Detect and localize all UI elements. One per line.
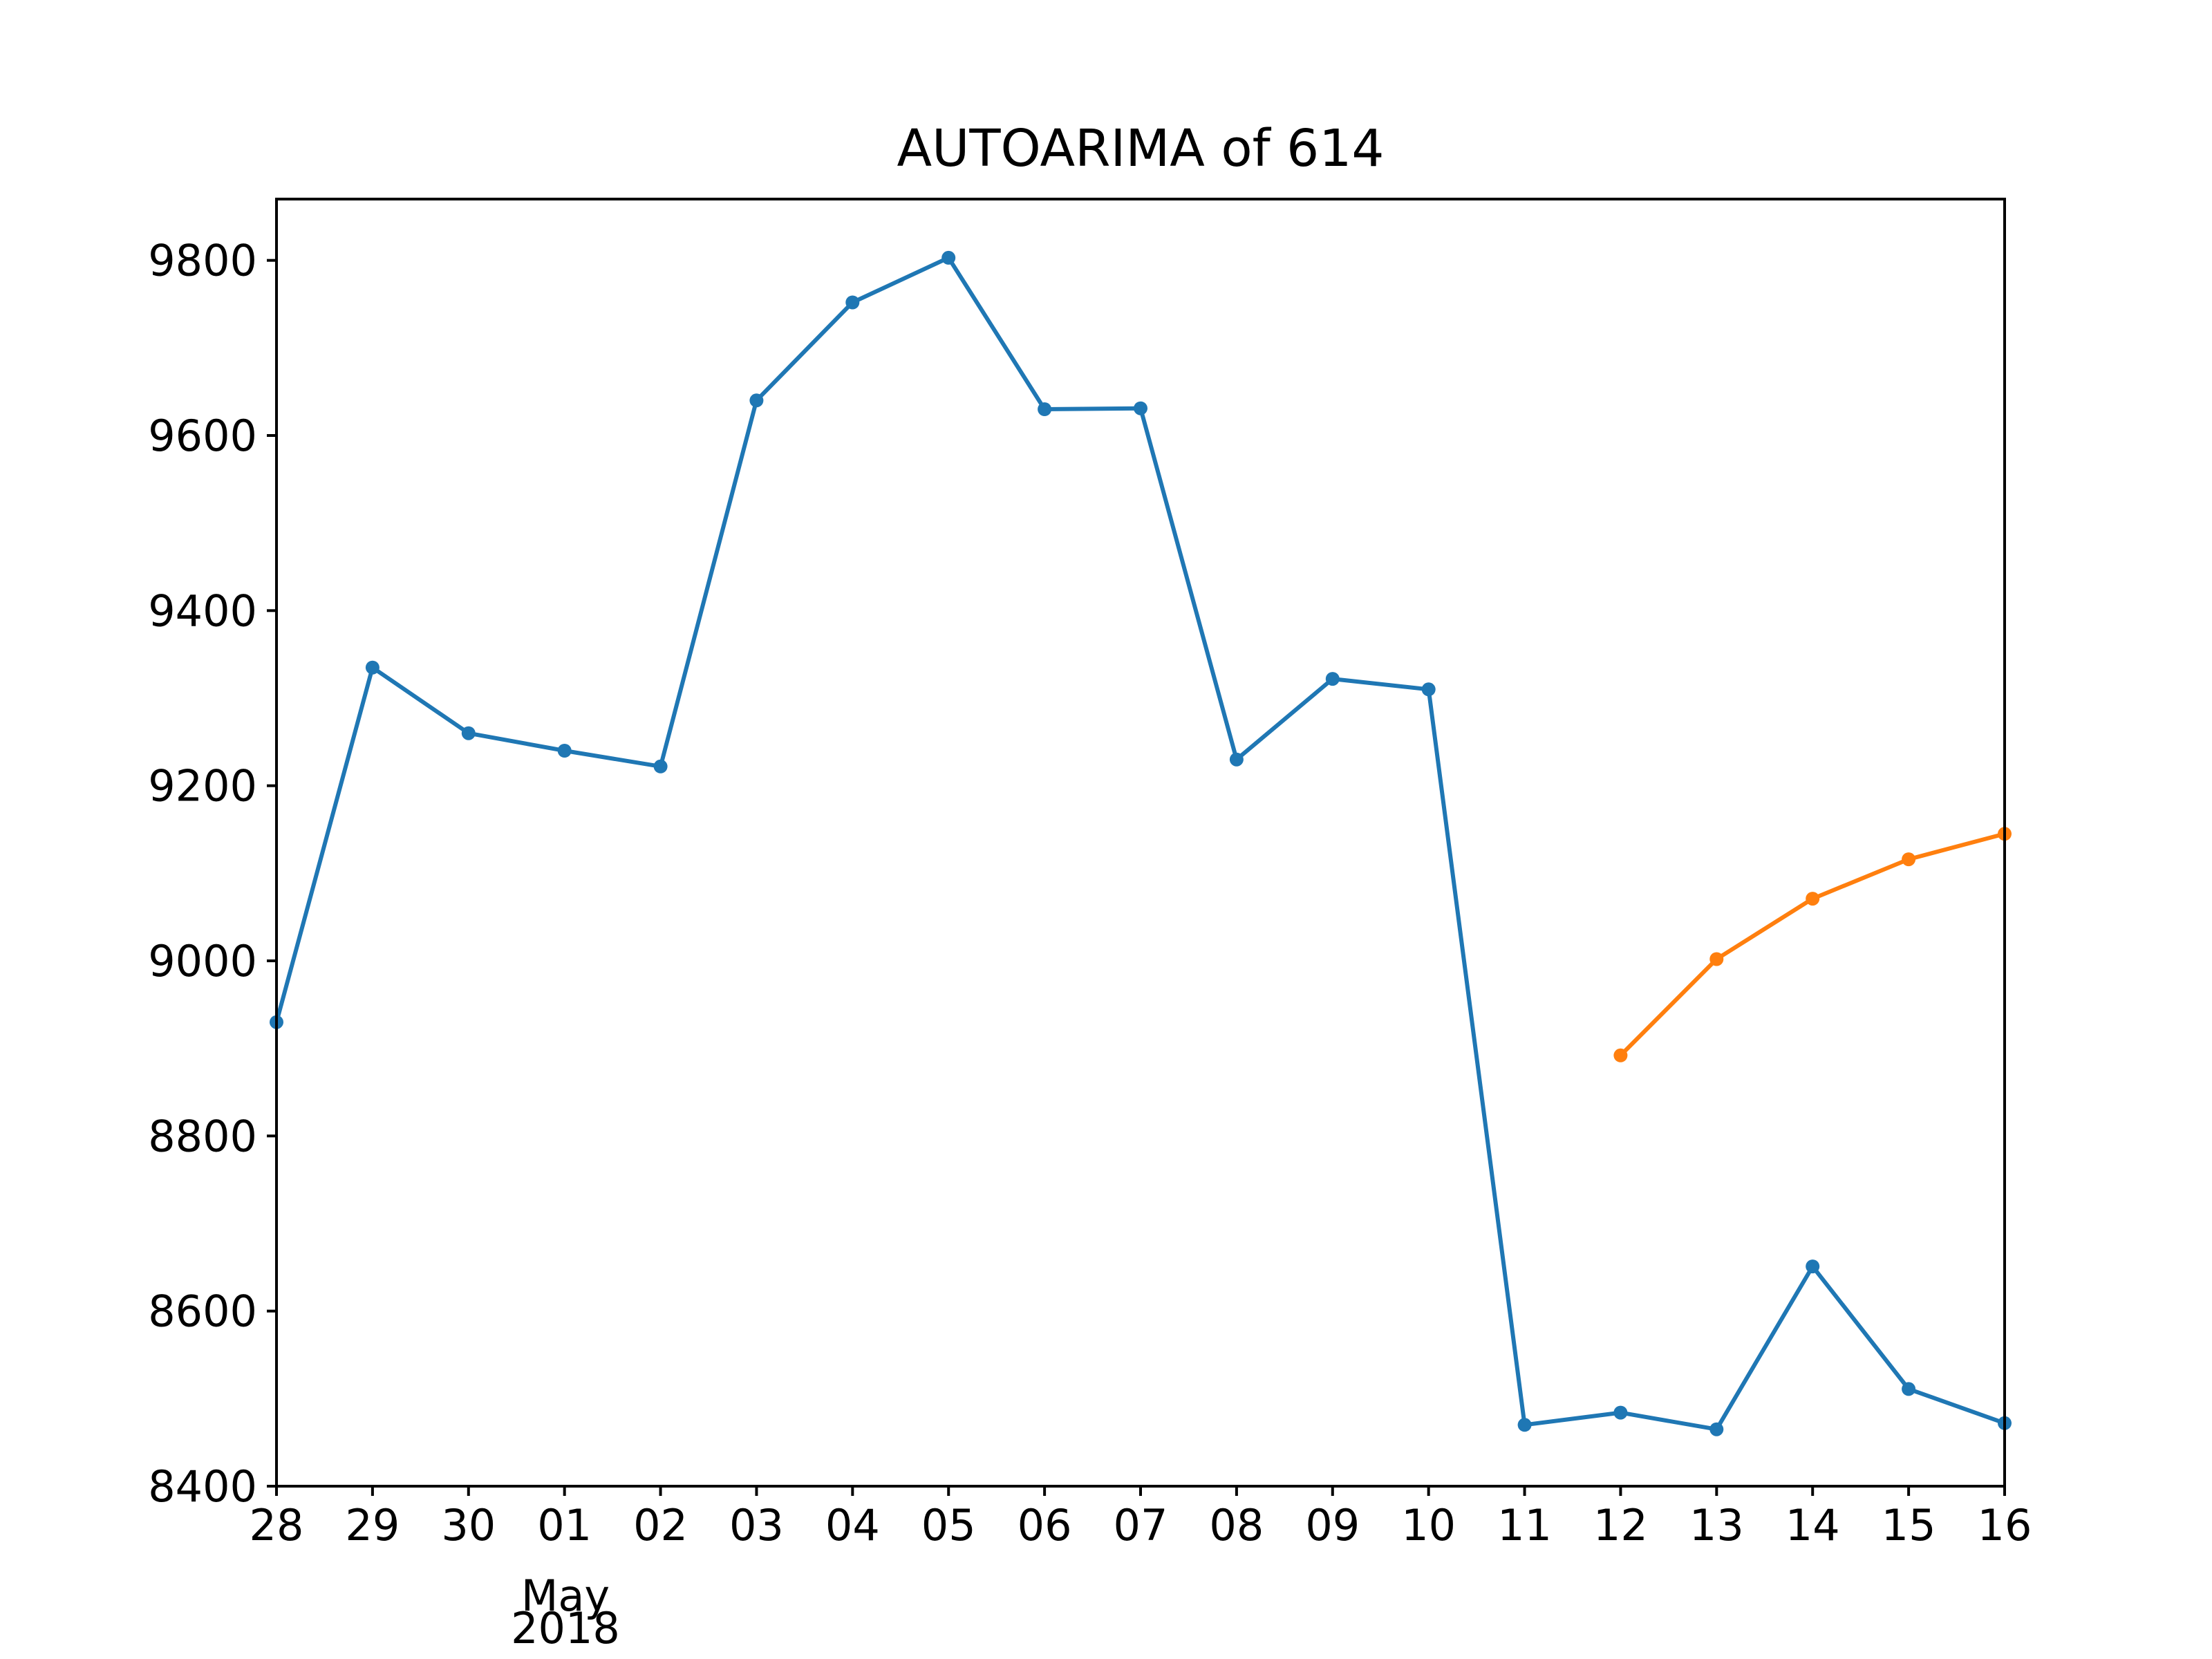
x-tick-label: 30 xyxy=(441,1500,496,1550)
x-tick-label: 10 xyxy=(1401,1500,1456,1550)
series-0-point xyxy=(1229,752,1244,767)
series-0-point xyxy=(845,295,860,310)
series-0-point xyxy=(1709,1422,1724,1436)
series-0-point xyxy=(1902,1382,1916,1396)
x-tick-label: 03 xyxy=(729,1500,784,1550)
series-0-point xyxy=(749,393,764,408)
y-tick-label: 9800 xyxy=(148,236,257,286)
x-tick-label: 04 xyxy=(825,1500,880,1550)
series-0-point xyxy=(1421,682,1436,697)
x-tick-label: 02 xyxy=(633,1500,688,1550)
series-layer xyxy=(270,250,2012,1436)
x-tick-label: 08 xyxy=(1209,1500,1264,1550)
y-tick-label: 8600 xyxy=(148,1286,257,1337)
x-tick-label: 28 xyxy=(250,1500,304,1550)
series-0-point xyxy=(1806,1259,1820,1274)
y-tick-label: 9400 xyxy=(148,585,257,636)
series-0-point xyxy=(365,660,379,675)
y-axis: 8400 8600 8800 9000 9200 9400 9600 9800 xyxy=(148,236,276,1512)
x-tick-label: 11 xyxy=(1497,1500,1552,1550)
y-tick-label: 9200 xyxy=(148,761,257,812)
x-tick-label: 06 xyxy=(1018,1500,1072,1550)
x-tick-label: 05 xyxy=(921,1500,976,1550)
x-secondary-label-year: 2018 xyxy=(511,1603,620,1653)
x-secondary-label-month: May xyxy=(521,1571,610,1621)
x-tick-label: 14 xyxy=(1785,1500,1840,1550)
x-tick-label: 13 xyxy=(1689,1500,1744,1550)
x-tick-label: 12 xyxy=(1593,1500,1648,1550)
chart-title: AUTOARIMA of 614 xyxy=(897,119,1385,178)
x-tick-label: 09 xyxy=(1305,1500,1360,1550)
x-tick-label: 15 xyxy=(1882,1500,1936,1550)
x-tick-label: 29 xyxy=(345,1500,400,1550)
series-1-point xyxy=(1902,852,1916,867)
x-tick-label: 16 xyxy=(1978,1500,2032,1550)
series-1-point xyxy=(1709,952,1724,966)
series-1-point xyxy=(1613,1048,1628,1062)
series-0-point xyxy=(653,759,668,774)
y-tick-label: 9600 xyxy=(148,411,257,461)
series-0-point xyxy=(461,726,476,740)
x-tick-label: 07 xyxy=(1114,1500,1168,1550)
y-tick-label: 9000 xyxy=(148,936,257,986)
y-tick-label: 8400 xyxy=(148,1461,257,1512)
series-0-point xyxy=(1038,402,1052,416)
x-tick-label: 01 xyxy=(537,1500,592,1550)
series-0-point xyxy=(557,744,572,758)
series-0-point xyxy=(1325,672,1340,686)
y-tick-label: 8800 xyxy=(148,1111,257,1161)
series-0-point xyxy=(941,250,956,265)
series-0-point xyxy=(1517,1418,1532,1432)
x-axis: 28 29 30 01 02 03 04 05 06 07 08 09 10 11 12 13 14 15 16 xyxy=(250,1486,2032,1550)
series-1-point xyxy=(1806,892,1820,906)
series-0-point xyxy=(1134,401,1147,415)
series-0-point xyxy=(1613,1405,1628,1420)
